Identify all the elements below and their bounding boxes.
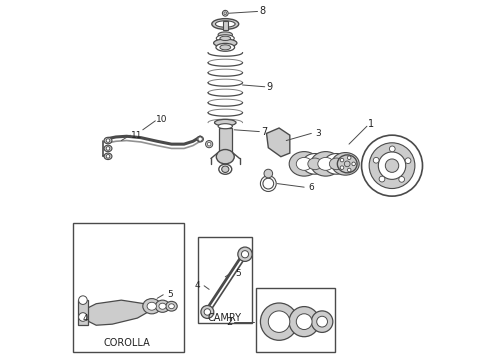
- Bar: [73, 223, 184, 352]
- Circle shape: [379, 176, 385, 182]
- Circle shape: [373, 157, 379, 163]
- Text: 3: 3: [316, 129, 321, 138]
- Circle shape: [269, 311, 290, 332]
- Ellipse shape: [289, 152, 319, 176]
- Text: 9: 9: [267, 82, 272, 92]
- Circle shape: [378, 152, 406, 179]
- Ellipse shape: [338, 157, 353, 170]
- Circle shape: [205, 140, 213, 148]
- Text: 10: 10: [156, 115, 168, 124]
- Text: 8: 8: [259, 6, 266, 17]
- Circle shape: [263, 178, 274, 189]
- Circle shape: [78, 313, 87, 321]
- Circle shape: [201, 306, 214, 319]
- Polygon shape: [267, 128, 290, 157]
- Text: 2: 2: [226, 317, 232, 327]
- Ellipse shape: [212, 19, 239, 30]
- Circle shape: [222, 10, 228, 16]
- Ellipse shape: [329, 158, 343, 170]
- Text: 6: 6: [309, 183, 314, 192]
- Text: 7: 7: [261, 127, 268, 136]
- Ellipse shape: [106, 139, 110, 142]
- Ellipse shape: [218, 124, 232, 129]
- Text: 1: 1: [368, 120, 374, 129]
- Ellipse shape: [197, 136, 203, 142]
- Circle shape: [344, 161, 350, 167]
- Circle shape: [207, 142, 211, 146]
- Polygon shape: [85, 300, 150, 325]
- Circle shape: [347, 168, 351, 172]
- Bar: [198, 237, 252, 323]
- Circle shape: [224, 12, 227, 15]
- Ellipse shape: [221, 166, 229, 172]
- Ellipse shape: [337, 155, 357, 173]
- Ellipse shape: [104, 145, 112, 152]
- Text: 4: 4: [194, 281, 200, 290]
- Circle shape: [198, 137, 202, 141]
- Ellipse shape: [216, 149, 234, 164]
- Circle shape: [78, 296, 87, 305]
- Circle shape: [340, 158, 344, 162]
- Text: CAMRY: CAMRY: [208, 313, 242, 323]
- Circle shape: [204, 309, 211, 315]
- Ellipse shape: [219, 164, 232, 174]
- Ellipse shape: [216, 21, 235, 27]
- Ellipse shape: [220, 36, 231, 41]
- Circle shape: [390, 146, 395, 152]
- Circle shape: [289, 307, 319, 337]
- Circle shape: [340, 166, 344, 170]
- Circle shape: [352, 162, 355, 166]
- Text: 4: 4: [83, 314, 88, 323]
- Ellipse shape: [311, 152, 341, 176]
- Ellipse shape: [332, 153, 359, 175]
- Circle shape: [238, 247, 252, 261]
- Ellipse shape: [220, 45, 231, 50]
- Circle shape: [347, 156, 351, 159]
- Ellipse shape: [216, 43, 235, 51]
- Ellipse shape: [169, 304, 174, 309]
- Ellipse shape: [296, 157, 312, 170]
- Ellipse shape: [155, 300, 170, 312]
- Ellipse shape: [302, 153, 327, 174]
- Ellipse shape: [106, 154, 110, 158]
- Ellipse shape: [104, 137, 112, 144]
- Text: 5: 5: [168, 290, 173, 299]
- Circle shape: [317, 316, 327, 327]
- Circle shape: [260, 303, 298, 340]
- Text: 5: 5: [235, 269, 241, 278]
- Ellipse shape: [214, 39, 237, 47]
- Circle shape: [369, 143, 415, 189]
- Ellipse shape: [104, 153, 112, 159]
- Ellipse shape: [218, 32, 232, 38]
- Circle shape: [296, 314, 312, 329]
- Circle shape: [311, 311, 333, 332]
- Ellipse shape: [324, 153, 349, 174]
- Circle shape: [362, 135, 422, 196]
- Circle shape: [242, 251, 248, 258]
- Circle shape: [405, 158, 411, 163]
- Ellipse shape: [159, 303, 166, 309]
- Ellipse shape: [143, 298, 161, 314]
- Text: COROLLA: COROLLA: [103, 338, 150, 348]
- Bar: [256, 288, 335, 352]
- Circle shape: [399, 176, 405, 182]
- Ellipse shape: [215, 120, 236, 126]
- Circle shape: [385, 159, 399, 172]
- Ellipse shape: [216, 35, 234, 42]
- Ellipse shape: [318, 157, 334, 170]
- Ellipse shape: [166, 301, 177, 311]
- Ellipse shape: [106, 147, 110, 150]
- Bar: [77, 300, 88, 325]
- Bar: [223, 21, 228, 30]
- Bar: [219, 128, 232, 153]
- Circle shape: [264, 169, 272, 178]
- Ellipse shape: [308, 158, 322, 170]
- Ellipse shape: [147, 302, 156, 310]
- Text: 11: 11: [131, 131, 143, 140]
